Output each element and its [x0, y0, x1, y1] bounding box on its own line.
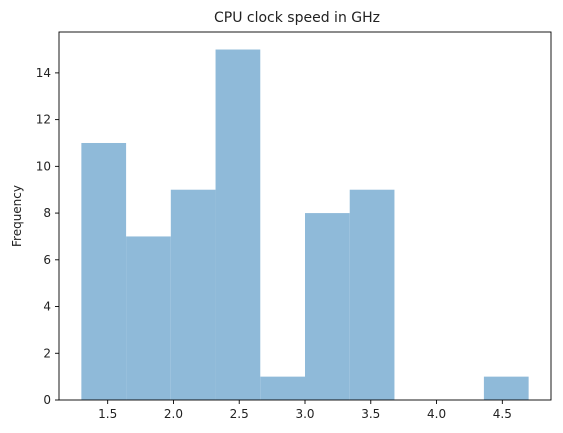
y-tick-label: 14	[36, 66, 51, 80]
y-tick-label: 0	[43, 393, 51, 407]
histogram-bar	[483, 376, 529, 400]
x-tick-label: 3.0	[295, 407, 314, 421]
histogram-bar	[305, 213, 350, 400]
histogram-bar	[81, 142, 127, 400]
x-tick-label: 2.0	[164, 407, 183, 421]
histogram-bar	[260, 376, 305, 400]
y-tick-label: 10	[36, 159, 51, 173]
histogram-bars	[81, 49, 529, 401]
y-tick-label: 2	[43, 346, 51, 360]
x-tick-label: 1.5	[98, 407, 117, 421]
y-axis-label: Frequency	[10, 185, 24, 247]
x-tick-label: 2.5	[230, 407, 249, 421]
y-axis: 0 2 4 6 8 10 12 14	[36, 66, 59, 407]
histogram-bar	[349, 189, 395, 400]
histogram-bar	[170, 189, 216, 400]
chart-title: CPU clock speed in GHz	[214, 10, 380, 26]
y-tick-label: 12	[36, 113, 51, 127]
histogram-bar	[126, 236, 171, 400]
y-tick-label: 8	[43, 206, 51, 220]
histogram-bar	[215, 49, 261, 401]
x-tick-label: 4.5	[493, 407, 512, 421]
y-tick-label: 4	[43, 300, 51, 314]
x-tick-label: 3.5	[361, 407, 380, 421]
y-tick-label: 6	[43, 253, 51, 267]
x-tick-label: 4.0	[427, 407, 446, 421]
x-axis: 1.5 2.0 2.5 3.0 3.5 4.0 4.5	[98, 400, 512, 421]
